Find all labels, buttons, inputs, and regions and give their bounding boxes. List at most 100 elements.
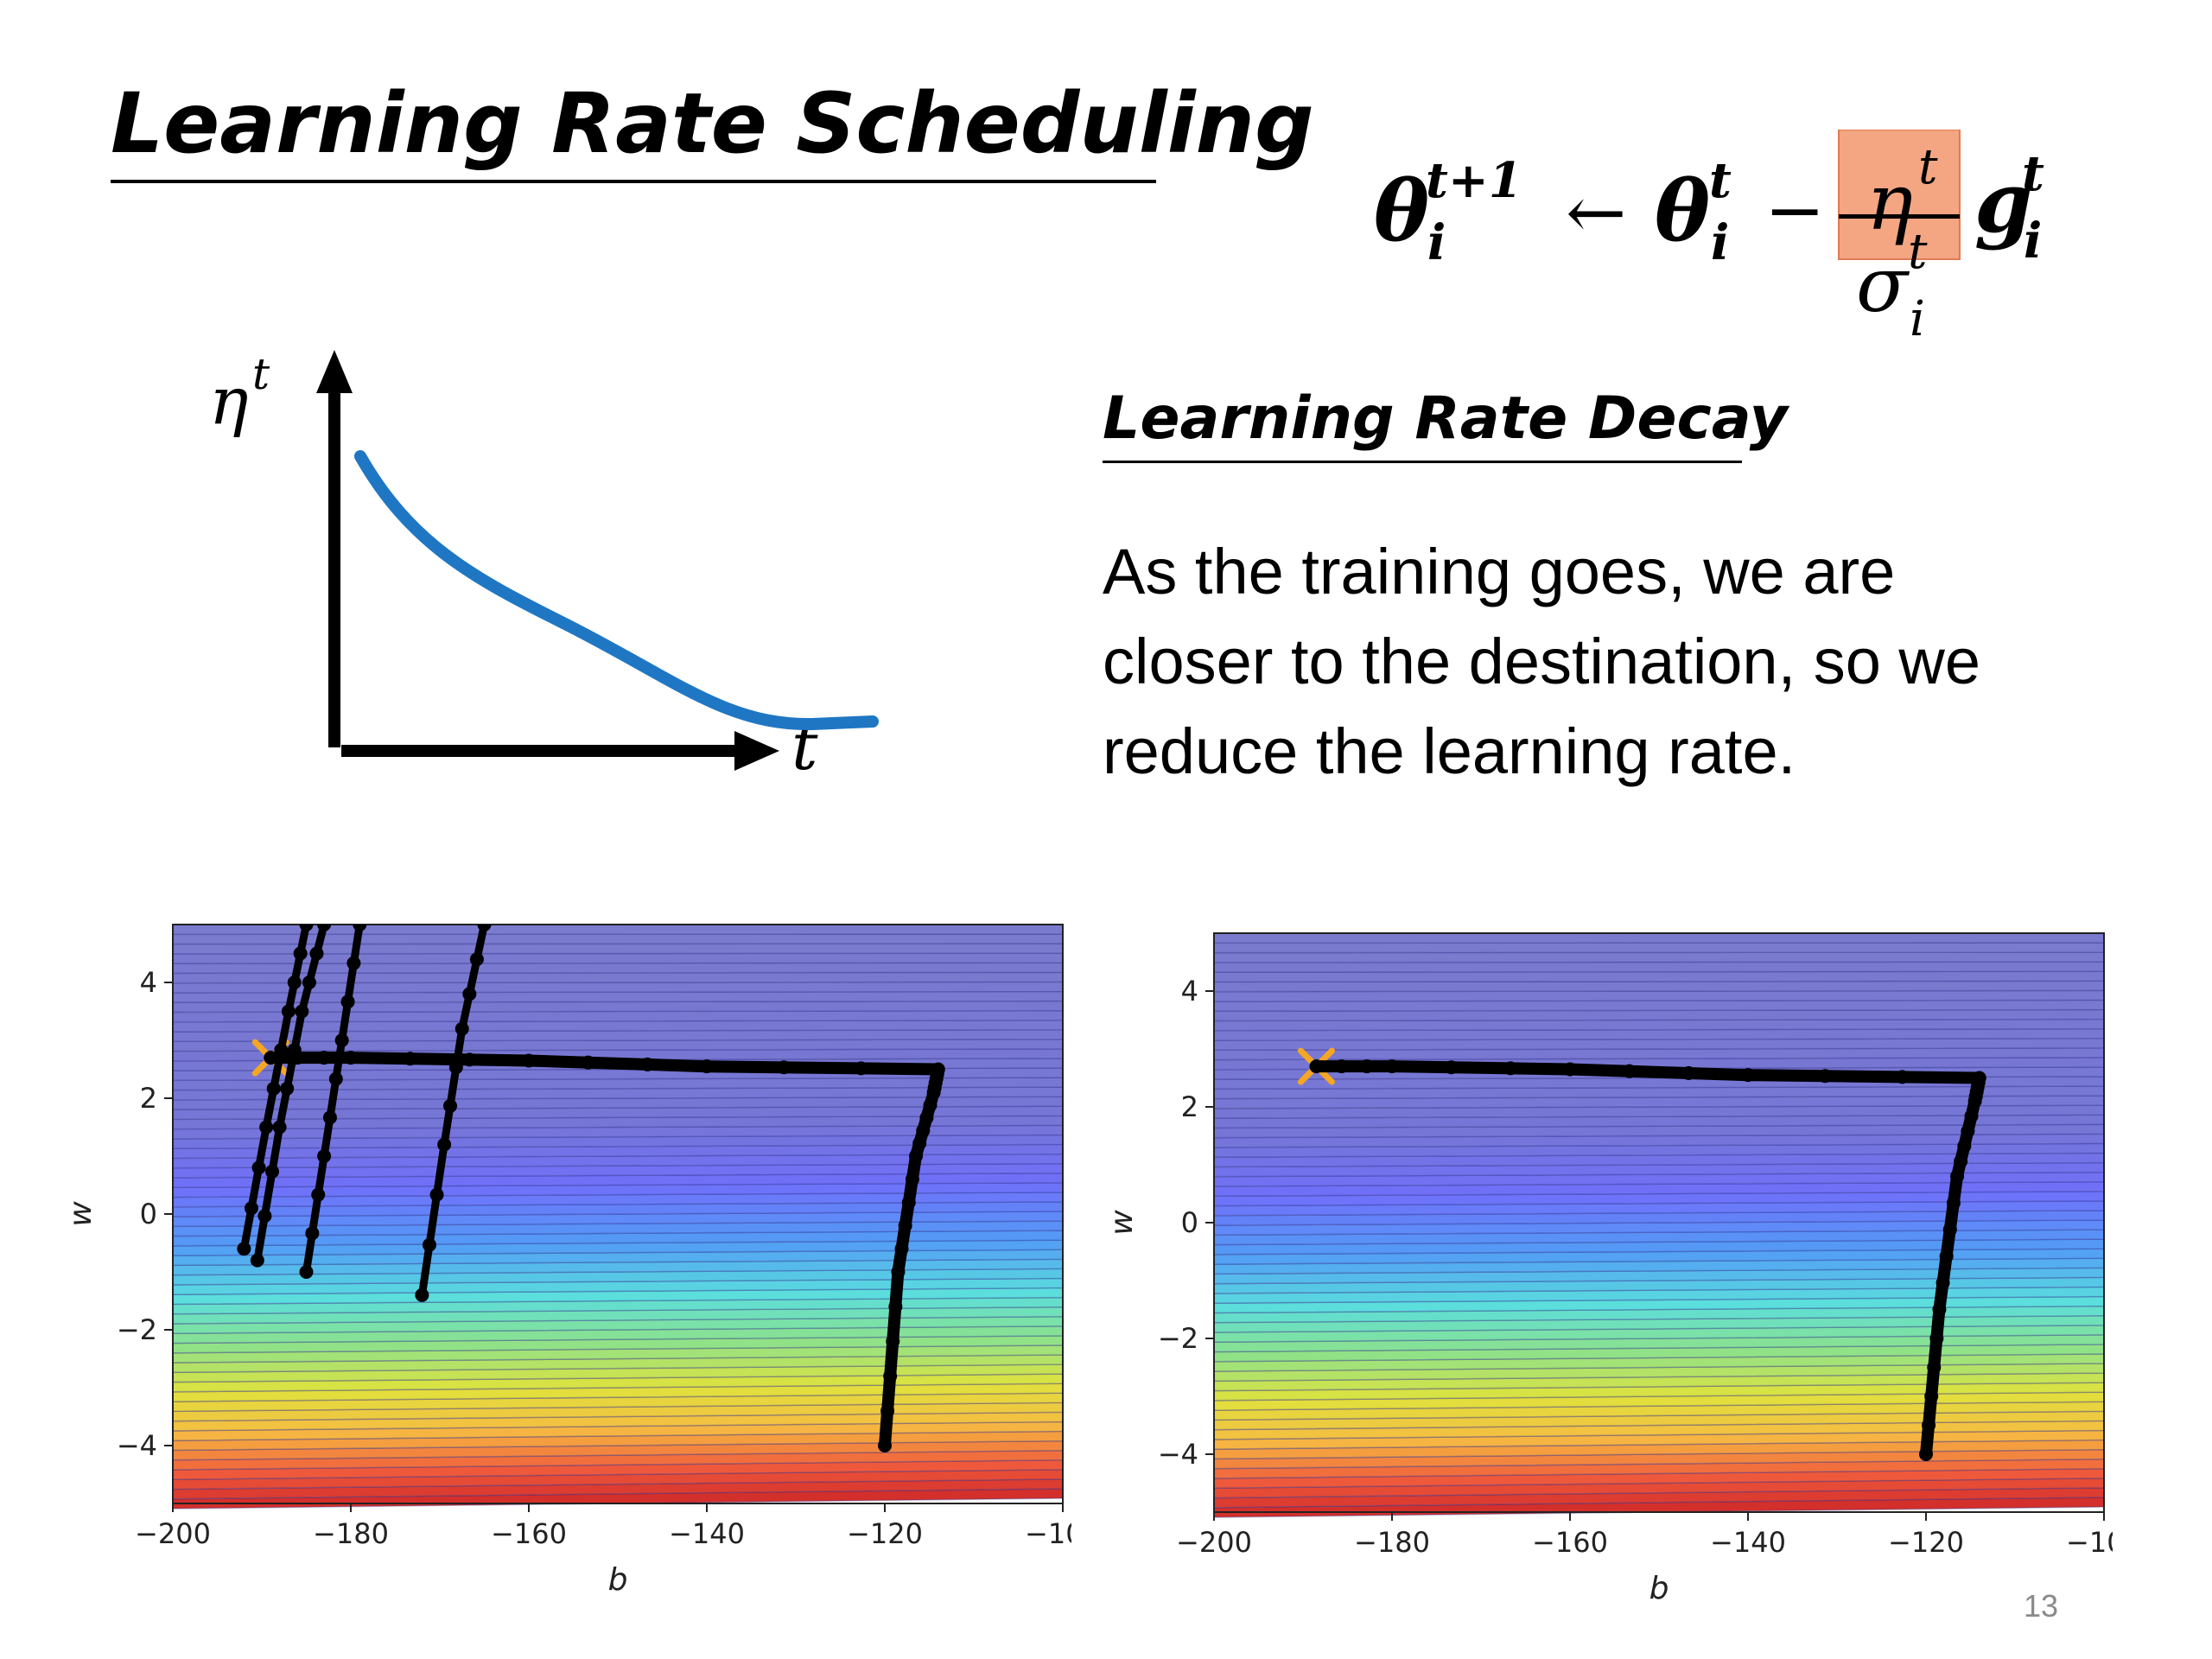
x-axis-label: b (1649, 1571, 1669, 1606)
path-point (462, 1052, 477, 1067)
path-point (640, 1057, 655, 1071)
x-tick-label: −200 (135, 1517, 211, 1550)
y-tick-label: 4 (1181, 975, 1198, 1007)
path-point (1359, 1059, 1374, 1074)
contour-band (1213, 932, 2105, 944)
x-axis-label: b (608, 1562, 628, 1598)
path-point (477, 925, 492, 931)
sigma-denominator-sub: i (1910, 291, 1925, 347)
g-symbol: g (1974, 154, 2032, 251)
y-tick-label: 2 (1181, 1090, 1198, 1123)
sigma-denominator: σ (1856, 240, 1910, 329)
decay-subtitle: Learning Rate Decay (1103, 385, 1788, 453)
path-point (1936, 1275, 1950, 1290)
path-point (1946, 1196, 1961, 1211)
contour-band (1213, 989, 2105, 1002)
path-point (280, 1081, 295, 1096)
path-point (1964, 1109, 1979, 1123)
sketch-x-arrowhead (734, 731, 779, 771)
path-point (1818, 1069, 1833, 1084)
path-point (429, 1187, 444, 1202)
path-point (317, 925, 332, 931)
path-point (905, 1172, 919, 1186)
path-point (909, 1149, 924, 1163)
x-tick-label: −160 (1532, 1526, 1608, 1559)
path-point (259, 1120, 274, 1135)
x-tick-label: −140 (669, 1517, 745, 1550)
sketch-y-label-sup: t (252, 349, 270, 399)
path-point (287, 1043, 302, 1058)
path-point (302, 976, 316, 989)
path-point (901, 1195, 916, 1210)
y-tick-label: 0 (140, 1198, 157, 1230)
contour-band (1213, 942, 2105, 954)
path-point (1503, 1061, 1518, 1076)
path-point (328, 1071, 343, 1086)
sketch-x-axis (341, 745, 739, 757)
path-point (287, 976, 302, 989)
x-tick-label: −180 (313, 1517, 389, 1550)
sketch-y-arrowhead (316, 350, 353, 393)
path-point (415, 1287, 429, 1302)
theta-rhs-sup: t (1709, 152, 1732, 209)
y-tick-label: 2 (140, 1082, 157, 1115)
path-point (299, 925, 314, 931)
path-point (894, 1242, 909, 1256)
theta-lhs-sup: t+1 (1426, 152, 1522, 209)
path-point (581, 1055, 595, 1070)
path-point (854, 1061, 868, 1076)
path-point (265, 1164, 280, 1179)
path-point (931, 1062, 945, 1077)
subtitle-underline (1103, 461, 1742, 463)
path-point (916, 1123, 931, 1138)
path-point (1681, 1065, 1696, 1080)
fraction-bar (1839, 214, 1960, 219)
path-point (346, 956, 361, 970)
description-line-3: reduce the learning rate. (1103, 715, 1796, 787)
y-axis-label: w (63, 1201, 99, 1227)
path-point (1309, 1059, 1324, 1074)
description-line-1: As the training goes, we are (1103, 536, 1896, 607)
eta-numerator: η (1866, 157, 1913, 248)
update-arrow: ← (1566, 170, 1626, 255)
path-point (1957, 1139, 1972, 1154)
path-point (257, 1209, 272, 1224)
axis-ticks: −200 −180 −160 −140 −120 −100 4 2 0 −2 −4 (1158, 975, 2113, 1559)
y-axis-label: w (1104, 1210, 1140, 1236)
x-tick-label: −180 (1354, 1526, 1430, 1559)
path-point (422, 1237, 436, 1252)
sigma-denominator-sup: t (1908, 224, 1928, 280)
path-point (1334, 1059, 1349, 1074)
description-line-2: closer to the destination, so we (1103, 626, 1981, 697)
title-underline (111, 180, 1156, 183)
path-point (1622, 1064, 1637, 1078)
update-rule-formula: θ t+1 i ← θ t i − η t σ t i g t i (1374, 130, 2044, 347)
path-point (1919, 1447, 1933, 1461)
path-point (1895, 1070, 1910, 1084)
eta-numerator-sup: t (1918, 139, 1938, 195)
y-tick-label: −2 (117, 1313, 157, 1346)
decay-curve (354, 450, 879, 731)
path-point (305, 1226, 320, 1241)
g-sub: i (2024, 213, 2042, 270)
contour-bands (1213, 932, 2105, 1518)
path-point (878, 1439, 892, 1452)
oscillation-1 (239, 925, 310, 1250)
path-point (1932, 1302, 1947, 1317)
path-point (923, 1098, 938, 1113)
path-point (880, 1403, 895, 1418)
path-point (272, 1120, 287, 1135)
path-point (353, 925, 367, 931)
path-point (293, 946, 308, 961)
g-sup: t (2022, 145, 2044, 202)
x-tick-label: −120 (1888, 1526, 1964, 1559)
path-point (886, 1334, 900, 1349)
contour-plot-right: −200 −180 −160 −140 −120 −100 4 2 0 −2 −4 b w (1104, 932, 2113, 1606)
path-point (448, 1060, 463, 1075)
path-point (403, 1052, 417, 1066)
x-tick-label: −160 (491, 1517, 567, 1550)
slide-title: Learning Rate Scheduling (111, 75, 1314, 172)
decay-description: As the training goes, we are closer to t… (1103, 527, 2183, 797)
eta-highlight-box (1838, 130, 1961, 260)
oscillation-4 (417, 925, 488, 1296)
